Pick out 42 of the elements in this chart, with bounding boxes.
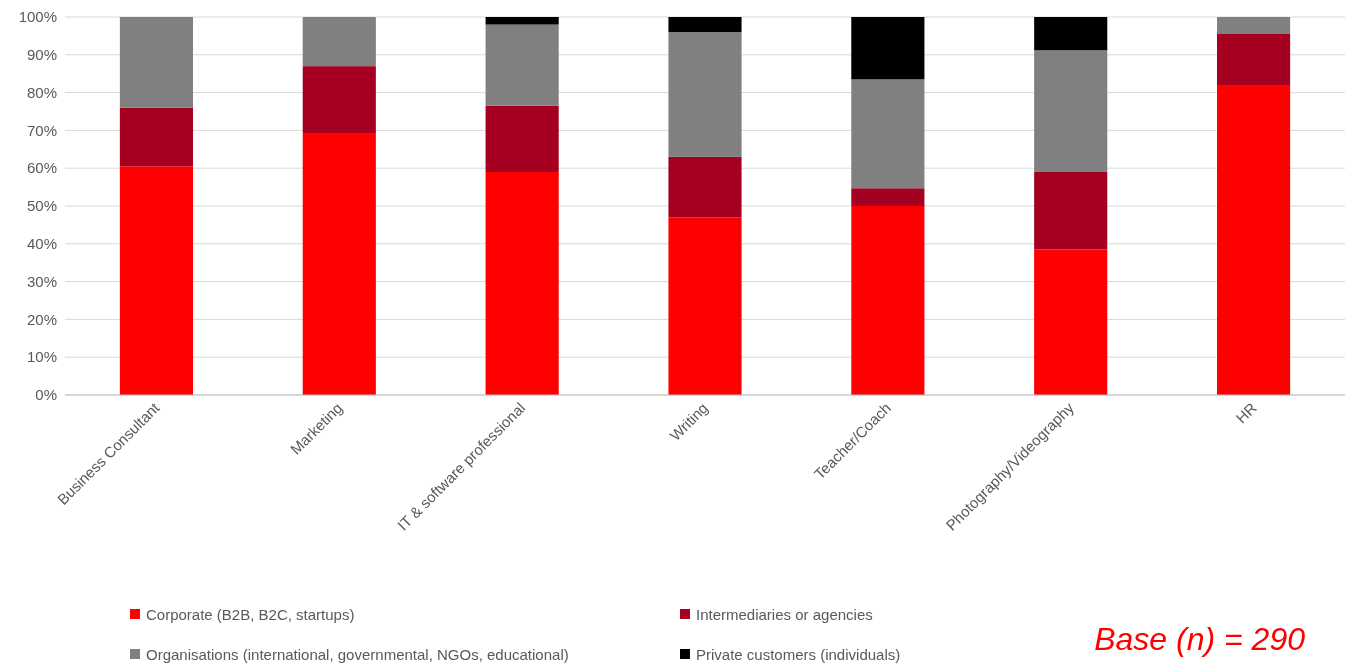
bar: [1034, 249, 1108, 395]
legend-label: Organisations (international, governmental, NGOs, educational): [146, 646, 569, 663]
y-tick-label: 80%: [26, 83, 57, 101]
y-tick-label: 0%: [35, 386, 57, 404]
bar: [302, 133, 376, 395]
bar: [668, 32, 742, 157]
y-tick-label: 60%: [26, 159, 57, 177]
legend-label: Intermediaries or agencies: [696, 606, 873, 623]
bar: [119, 17, 193, 108]
legend-label: Corporate (B2B, B2C, startups): [146, 606, 355, 623]
y-tick-label: 90%: [26, 46, 57, 64]
bar: [1034, 17, 1108, 51]
bar: [119, 166, 193, 395]
y-tick-label: 20%: [26, 310, 57, 328]
bar: [851, 17, 925, 80]
y-tick-label: 100%: [18, 8, 57, 26]
bar: [485, 105, 559, 172]
bar: [485, 17, 559, 25]
bar: [668, 17, 742, 33]
bar: [851, 79, 925, 189]
bar: [485, 24, 559, 106]
bar: [851, 206, 925, 395]
legend-label: Private customers (individuals): [696, 646, 901, 663]
bar: [485, 171, 559, 395]
bar: [1034, 171, 1108, 250]
y-tick-label: 50%: [26, 197, 57, 215]
bar: [851, 188, 925, 206]
bar: [302, 66, 376, 134]
bar: [1217, 34, 1291, 86]
bar: [1217, 17, 1291, 35]
bar: [1217, 85, 1291, 395]
bar: [668, 217, 742, 395]
text: Base (n) = 290: [1094, 621, 1306, 657]
bar: [668, 156, 742, 218]
y-tick-label: 40%: [26, 235, 57, 253]
y-tick-label: 10%: [26, 348, 57, 366]
bar: [1034, 50, 1108, 172]
y-tick-label: 70%: [26, 121, 57, 139]
y-tick-label: 30%: [26, 272, 57, 290]
bar: [302, 17, 376, 67]
x-tick-label: HR: [1232, 398, 1260, 427]
bar: [119, 107, 193, 167]
